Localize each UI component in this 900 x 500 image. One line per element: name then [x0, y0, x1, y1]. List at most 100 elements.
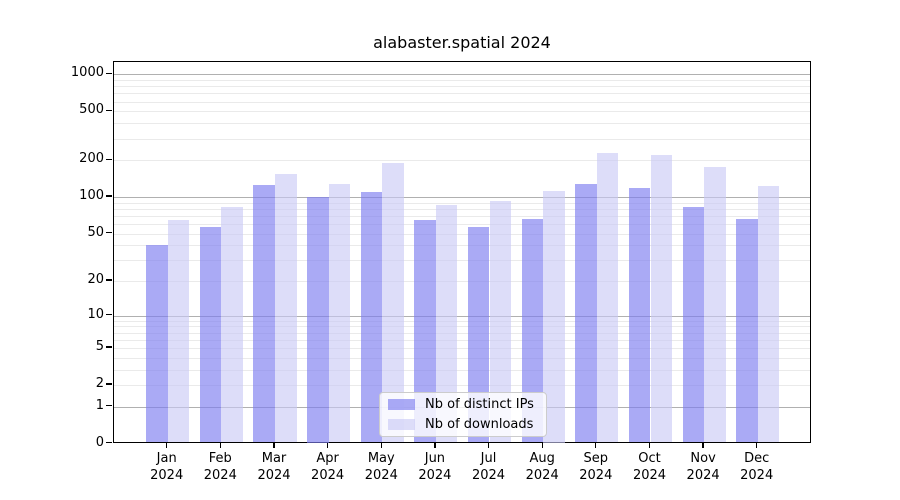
bar-distinct-ips: [521, 218, 544, 443]
gridline: [114, 74, 810, 76]
chart-title: alabaster.spatial 2024: [373, 33, 551, 52]
y-tick: [106, 383, 112, 385]
x-tick: [648, 443, 651, 448]
bar-downloads: [328, 183, 351, 443]
gridline: [114, 160, 810, 162]
bar-distinct-ips: [253, 185, 275, 443]
gridline: [114, 197, 810, 198]
gridline: [114, 111, 810, 113]
y-tick-label: 1: [95, 397, 104, 413]
legend-label-distinct-ips: Nb of distinct IPs: [425, 397, 534, 412]
bar-distinct-ips: [736, 218, 758, 443]
y-tick: [106, 109, 112, 111]
bar-distinct-ips: [414, 219, 436, 443]
bar-distinct-ips: [628, 188, 651, 443]
gridline: [114, 339, 810, 341]
y-tick-label: 20: [87, 271, 104, 287]
y-tick-label: 5: [95, 338, 104, 354]
x-tick: [702, 443, 704, 448]
y-tick-label: 2: [95, 376, 104, 391]
gridline: [114, 320, 810, 322]
bar-downloads: [382, 162, 404, 443]
gridline: [114, 93, 810, 95]
bar-downloads: [435, 204, 458, 443]
x-tick: [166, 443, 168, 448]
y-tick-label: 1000: [70, 65, 104, 81]
bar-downloads: [543, 190, 565, 443]
gridline: [114, 315, 810, 317]
x-tick-label: Oct 2024: [632, 451, 667, 483]
bar-downloads: [596, 152, 619, 443]
gridline: [114, 138, 810, 140]
legend-item-downloads: Nb of downloads: [388, 417, 546, 432]
gridline: [114, 326, 810, 328]
bar-distinct-ips: [360, 192, 383, 443]
x-tick-label: Jan 2024: [150, 451, 184, 483]
gridline: [114, 280, 810, 282]
gridline: [114, 101, 810, 103]
bar-distinct-ips: [146, 245, 168, 443]
bar-downloads: [167, 219, 190, 443]
gridline: [114, 223, 810, 225]
x-tick-label: Jul 2024: [471, 451, 506, 483]
gridline: [114, 332, 810, 334]
x-tick: [219, 443, 221, 448]
y-tick: [106, 231, 112, 234]
x-tick-label: Nov 2024: [686, 451, 720, 483]
bar-distinct-ips: [467, 226, 490, 443]
x-tick-label: Jun 2024: [418, 451, 452, 483]
y-tick: [106, 158, 112, 160]
gridline: [114, 357, 810, 359]
bar-downloads: [221, 206, 243, 443]
x-tick: [756, 443, 758, 448]
gridline: [114, 245, 810, 247]
y-tick: [106, 346, 112, 348]
gridline: [114, 123, 810, 125]
legend-label-downloads: Nb of downloads: [425, 417, 534, 432]
bar-downloads: [650, 154, 673, 443]
x-tick-label: Aug 2024: [525, 451, 559, 483]
legend-item-distinct-ips: Nb of distinct IPs: [388, 397, 546, 412]
x-tick: [541, 443, 543, 448]
y-tick: [106, 72, 112, 74]
y-tick-label: 500: [79, 102, 104, 118]
gridline: [114, 369, 810, 371]
y-tick-label: 200: [79, 151, 104, 167]
gridline: [114, 208, 810, 210]
x-tick: [595, 443, 597, 448]
gridline: [114, 215, 810, 217]
legend-swatch-distinct-ips: [388, 399, 415, 410]
bar-downloads: [275, 173, 297, 443]
plot-area: Nb of distinct IPs Nb of downloads: [113, 61, 811, 443]
x-tick-label: Feb 2024: [203, 451, 237, 483]
gridline: [114, 260, 810, 262]
bar-downloads: [489, 200, 512, 443]
bar-distinct-ips: [682, 206, 705, 443]
x-tick-label: Dec 2024: [740, 451, 774, 483]
legend: Nb of distinct IPs Nb of downloads: [379, 392, 547, 437]
bar-distinct-ips: [307, 197, 329, 443]
y-tick-label: 100: [79, 188, 104, 203]
y-tick: [106, 313, 112, 316]
x-tick-label: Apr 2024: [311, 451, 345, 483]
bar-distinct-ips: [199, 226, 222, 443]
bar-distinct-ips: [575, 184, 597, 443]
y-tick: [106, 442, 112, 444]
x-tick-label: May 2024: [364, 451, 398, 483]
x-tick-label: Sep 2024: [579, 451, 613, 483]
x-tick: [326, 443, 329, 448]
bar-downloads: [757, 185, 780, 443]
y-tick-label: 0: [95, 434, 104, 450]
y-tick: [106, 404, 112, 407]
y-tick: [106, 279, 112, 281]
gridline: [114, 233, 810, 235]
legend-swatch-downloads: [388, 419, 415, 430]
x-tick: [434, 443, 436, 448]
gridline: [114, 385, 810, 386]
bar-downloads: [704, 166, 726, 443]
gridline: [114, 347, 810, 349]
x-tick: [487, 443, 490, 448]
y-tick-label: 10: [87, 306, 104, 322]
gridline: [114, 80, 810, 81]
